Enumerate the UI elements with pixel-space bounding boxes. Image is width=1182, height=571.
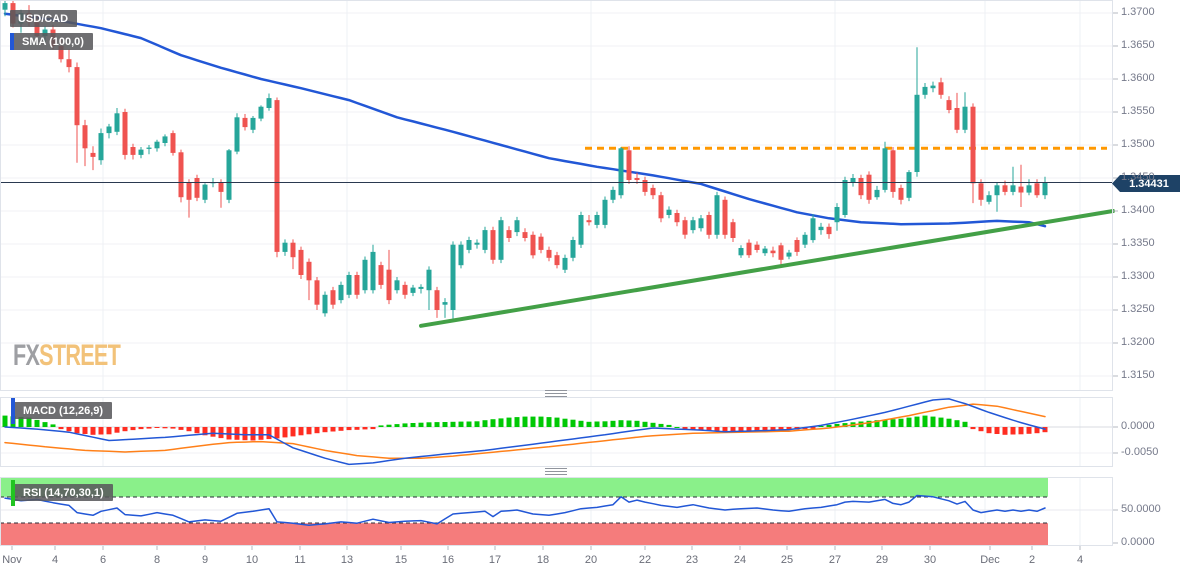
time-tick-label: 8: [153, 554, 161, 566]
time-tick-label: 2: [1028, 554, 1036, 566]
time-tick-label: 10: [245, 554, 259, 566]
time-tick-label: 13: [340, 554, 354, 566]
time-tick-label: 17: [488, 554, 502, 566]
symbol-legend-label: USD/CAD: [18, 12, 69, 25]
time-tick-label: 16: [441, 554, 455, 566]
price-tick-label: 1.3500: [1121, 138, 1155, 150]
rsi-tick-label: 50.0000: [1121, 503, 1161, 515]
price-tick-label: 1.3550: [1121, 105, 1155, 117]
time-tick-label: Dec: [980, 554, 1000, 566]
macd-tick-label: 0.0000: [1121, 420, 1155, 432]
time-tick-label: Nov: [2, 554, 22, 566]
price-tick-label: 1.3350: [1121, 237, 1155, 249]
sma-color-chip: [10, 33, 14, 50]
price-tick-label: 1.3150: [1121, 369, 1155, 381]
time-tick-label: 9: [201, 554, 209, 566]
current-price-badge: 1.34431: [1112, 175, 1180, 192]
time-tick-label: 29: [875, 554, 889, 566]
time-tick-label: 4: [1076, 554, 1084, 566]
time-tick-label: 25: [780, 554, 794, 566]
sma-legend-label: SMA (100,0): [22, 35, 84, 48]
price-tick-label: 1.3300: [1121, 270, 1155, 282]
time-axis[interactable]: Nov 4 6 8 9 10 11 13 15 16 17 18 20 22 23 24 25 27 29 30 Dec…: [0, 546, 1182, 571]
sma-legend[interactable]: SMA (100,0): [10, 33, 93, 50]
time-tick-label: 11: [294, 554, 306, 566]
macd-color-chip: [11, 397, 15, 424]
rsi-legend[interactable]: RSI (14,70,30,1): [11, 479, 113, 506]
time-tick-label: 20: [584, 554, 598, 566]
macd-legend[interactable]: MACD (12,26,9): [11, 397, 113, 424]
time-tick-label: 27: [828, 554, 842, 566]
watermark-fx: FX: [13, 339, 40, 372]
price-tick-label: 1.3450: [1121, 171, 1155, 183]
time-tick-label: 18: [536, 554, 550, 566]
macd-legend-label: MACD (12,26,9): [23, 404, 104, 417]
time-tick-label: 22: [638, 554, 652, 566]
time-tick-label: 15: [394, 554, 408, 566]
rsi-tick-label: 0.0000: [1121, 536, 1155, 548]
price-tick-label: 1.3400: [1121, 204, 1155, 216]
price-tick-label: 1.3250: [1121, 303, 1155, 315]
time-tick-label: 6: [99, 554, 107, 566]
symbol-legend[interactable]: USD/CAD: [10, 10, 78, 27]
fxstreet-watermark: FXSTREET: [13, 339, 121, 373]
rsi-color-chip: [11, 479, 15, 506]
pane-resize-handle-rsi[interactable]: [545, 468, 567, 475]
price-tick-label: 1.3600: [1121, 72, 1155, 84]
time-tick-label: 4: [51, 554, 59, 566]
time-tick-label: 24: [733, 554, 747, 566]
price-tick-label: 1.3700: [1121, 6, 1155, 18]
pane-resize-handle-macd[interactable]: [545, 390, 567, 397]
time-tick-label: 23: [685, 554, 699, 566]
watermark-street: STREET: [39, 339, 121, 372]
macd-tick-label: -0.0050: [1121, 446, 1159, 458]
time-tick-label: 30: [923, 554, 937, 566]
price-tick-label: 1.3200: [1121, 336, 1155, 348]
price-tick-label: 1.3650: [1121, 39, 1155, 51]
rsi-legend-label: RSI (14,70,30,1): [23, 486, 104, 499]
